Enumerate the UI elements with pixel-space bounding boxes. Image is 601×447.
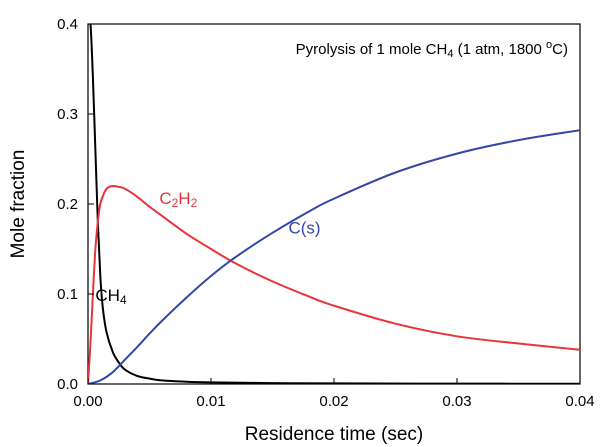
series-lines bbox=[88, 24, 580, 384]
x-axis-title: Residence time (sec) bbox=[245, 424, 423, 445]
x-tick-label: 0.03 bbox=[442, 393, 471, 410]
y-axis-title: Mole fraction bbox=[8, 150, 29, 259]
y-tick-label: 0.2 bbox=[57, 196, 78, 213]
annotation-subscript: 4 bbox=[447, 48, 453, 60]
x-tick-label: 0.01 bbox=[196, 393, 225, 410]
x-tick-label: 0.00 bbox=[73, 393, 102, 410]
x-tick-label: 0.04 bbox=[565, 393, 594, 410]
y-tick-label: 0.0 bbox=[57, 376, 78, 393]
series-label-cs: C(s) bbox=[288, 219, 320, 238]
y-axis: 0.0 0.1 0.2 0.3 0.4 bbox=[57, 16, 94, 393]
y-tick-label: 0.4 bbox=[57, 16, 78, 33]
series-label-ch4: CH4 bbox=[95, 286, 127, 307]
x-axis: 0.00 0.01 0.02 0.03 0.04 bbox=[73, 378, 595, 410]
annotation-superscript: o bbox=[546, 39, 552, 51]
series-label-c2h2: C2H2 bbox=[159, 189, 197, 210]
y-tick-label: 0.1 bbox=[57, 286, 78, 303]
annotation-prefix: Pyrolysis of 1 mole CH bbox=[296, 41, 448, 58]
series-line-ch4 bbox=[88, 24, 580, 384]
series-labels: CH4 C2H2 C(s) bbox=[95, 189, 320, 307]
y-tick-label: 0.3 bbox=[57, 106, 78, 123]
annotation-middle: (1 atm, 1800 bbox=[453, 41, 546, 58]
chart-annotation: Pyrolysis of 1 mole CH4 (1 atm, 1800 oC) bbox=[296, 39, 568, 60]
annotation-suffix: C) bbox=[552, 41, 568, 58]
series-line-c2h2 bbox=[88, 184, 580, 384]
x-tick-label: 0.02 bbox=[319, 393, 348, 410]
series-line-cs bbox=[88, 129, 580, 384]
